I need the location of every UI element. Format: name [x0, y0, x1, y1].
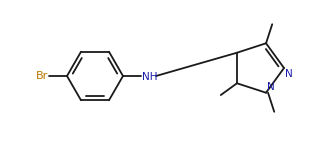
- Text: NH: NH: [142, 71, 158, 81]
- Text: N: N: [285, 69, 293, 79]
- Text: Br: Br: [36, 71, 48, 81]
- Text: N: N: [267, 82, 275, 92]
